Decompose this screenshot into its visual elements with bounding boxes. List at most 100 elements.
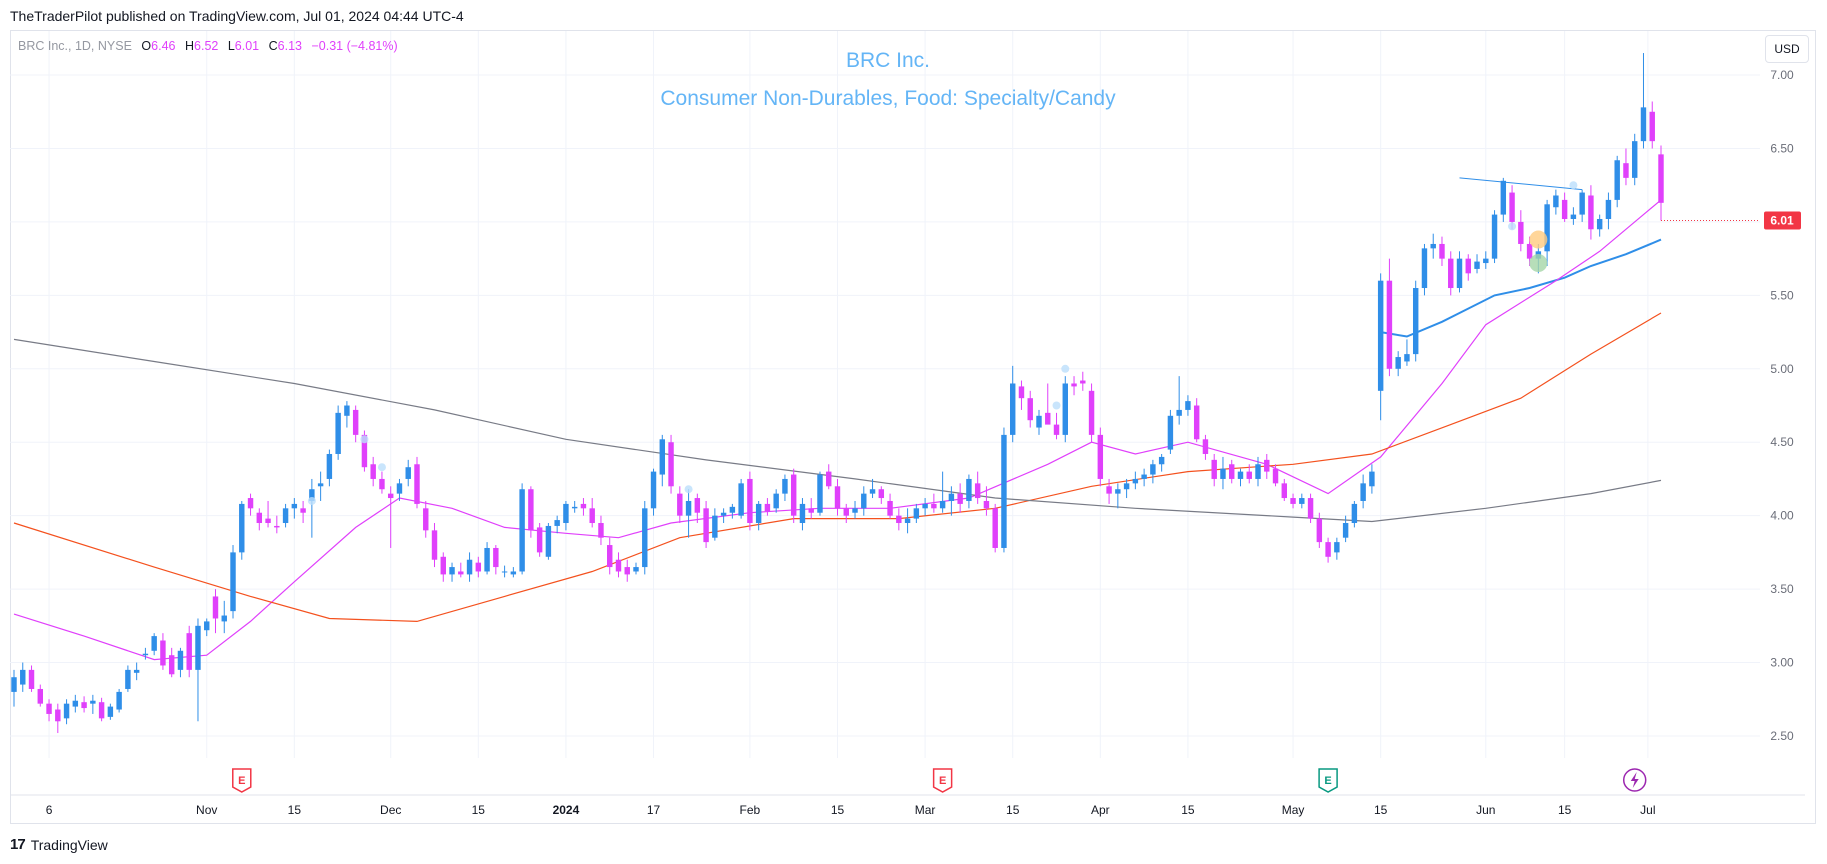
candles[interactable] xyxy=(11,53,1664,734)
candle-body[interactable] xyxy=(834,486,841,509)
earnings-marker-icon[interactable] xyxy=(932,768,953,793)
candle-body[interactable] xyxy=(344,405,350,416)
candle-body[interactable] xyxy=(1360,483,1366,501)
candle-body[interactable] xyxy=(431,530,438,560)
candle-body[interactable] xyxy=(28,669,35,689)
candle-body[interactable] xyxy=(554,520,560,526)
candle-body[interactable] xyxy=(90,700,96,704)
candle-body[interactable] xyxy=(668,442,674,487)
candle-body[interactable] xyxy=(1649,111,1655,142)
candle-body[interactable] xyxy=(1062,383,1068,435)
candle-body[interactable] xyxy=(519,489,525,572)
candle-body[interactable] xyxy=(1080,380,1086,384)
candle-body[interactable] xyxy=(571,506,578,509)
candle-body[interactable] xyxy=(1018,386,1025,399)
candle-body[interactable] xyxy=(256,512,263,524)
candle-body[interactable] xyxy=(1193,405,1200,440)
candle-body[interactable] xyxy=(694,498,701,513)
candle-body[interactable] xyxy=(1395,357,1401,369)
candle-body[interactable] xyxy=(861,493,867,509)
candle-body[interactable] xyxy=(887,500,893,516)
candle-body[interactable] xyxy=(300,508,306,513)
candle-body[interactable] xyxy=(1377,280,1384,391)
candle-body[interactable] xyxy=(966,478,972,501)
candle-body[interactable] xyxy=(1614,160,1620,200)
candle-body[interactable] xyxy=(677,493,683,516)
candle-body[interactable] xyxy=(1132,478,1139,484)
candle-body[interactable] xyxy=(1185,401,1191,410)
candle-body[interactable] xyxy=(11,677,17,692)
candle-body[interactable] xyxy=(1640,107,1647,142)
candle-body[interactable] xyxy=(755,503,762,524)
candle-body[interactable] xyxy=(168,655,175,675)
candle-body[interactable] xyxy=(1351,503,1358,524)
candle-body[interactable] xyxy=(1421,248,1428,289)
candle-body[interactable] xyxy=(510,571,517,575)
candle-body[interactable] xyxy=(1509,192,1515,222)
candle-body[interactable] xyxy=(992,508,998,548)
candle-body[interactable] xyxy=(484,547,490,572)
candle-body[interactable] xyxy=(309,489,315,501)
currency-button[interactable]: USD xyxy=(1765,35,1809,63)
candle-body[interactable] xyxy=(1491,214,1498,259)
candle-body[interactable] xyxy=(291,503,298,509)
candle-body[interactable] xyxy=(379,478,385,490)
candle-body[interactable] xyxy=(948,493,955,501)
candle-body[interactable] xyxy=(1036,415,1042,428)
candle-body[interactable] xyxy=(1167,415,1174,450)
candle-body[interactable] xyxy=(878,489,885,499)
candle-body[interactable] xyxy=(1176,409,1182,416)
candle-body[interactable] xyxy=(904,518,911,524)
candle-body[interactable] xyxy=(1526,243,1533,259)
candle-body[interactable] xyxy=(1158,456,1165,465)
candle-body[interactable] xyxy=(326,453,333,479)
candle-body[interactable] xyxy=(1579,192,1585,215)
candle-body[interactable] xyxy=(1596,218,1603,230)
candle-body[interactable] xyxy=(1605,199,1612,219)
candle-body[interactable] xyxy=(221,615,227,622)
candle-body[interactable] xyxy=(230,552,236,612)
candle-body[interactable] xyxy=(1623,163,1629,178)
candle-body[interactable] xyxy=(1281,483,1288,499)
candle-body[interactable] xyxy=(387,493,394,499)
candle-body[interactable] xyxy=(1009,383,1016,435)
candle-body[interactable] xyxy=(449,567,455,575)
earnings-marker-icon[interactable] xyxy=(1318,768,1338,793)
candle-body[interactable] xyxy=(265,518,271,524)
candle-body[interactable] xyxy=(1439,243,1445,259)
candle-body[interactable] xyxy=(589,508,595,524)
candle-body[interactable] xyxy=(536,527,543,553)
earnings-marker-icon[interactable] xyxy=(232,768,252,793)
candle-body[interactable] xyxy=(81,702,87,709)
candle-body[interactable] xyxy=(1001,434,1007,548)
candle-body[interactable] xyxy=(1237,471,1244,479)
candle-body[interactable] xyxy=(1588,195,1594,230)
candle-body[interactable] xyxy=(1386,280,1393,369)
candle-body[interactable] xyxy=(826,471,832,487)
candle-body[interactable] xyxy=(177,650,184,670)
candle-body[interactable] xyxy=(1456,258,1463,289)
candle-body[interactable] xyxy=(1474,261,1480,269)
candle-body[interactable] xyxy=(1255,464,1261,479)
candle-body[interactable] xyxy=(186,633,192,670)
candle-body[interactable] xyxy=(239,503,245,553)
candle-body[interactable] xyxy=(747,478,753,524)
candle-body[interactable] xyxy=(545,525,552,557)
candle-body[interactable] xyxy=(1412,288,1419,355)
candle-body[interactable] xyxy=(440,556,446,575)
candle-body[interactable] xyxy=(852,508,858,513)
candle-body[interactable] xyxy=(1500,180,1507,215)
legend-symbol[interactable]: BRC Inc., 1D, NYSE xyxy=(18,39,132,53)
candle-body[interactable] xyxy=(212,596,219,619)
candle-body[interactable] xyxy=(1150,464,1156,475)
candle-body[interactable] xyxy=(125,669,131,689)
candle-body[interactable] xyxy=(1325,542,1331,557)
candle-body[interactable] xyxy=(55,709,61,722)
candle-body[interactable] xyxy=(1264,459,1270,472)
candle-body[interactable] xyxy=(1115,489,1121,494)
candle-body[interactable] xyxy=(282,508,289,524)
candle-body[interactable] xyxy=(790,474,797,516)
candle-body[interactable] xyxy=(528,489,534,531)
candle-body[interactable] xyxy=(1570,214,1577,219)
